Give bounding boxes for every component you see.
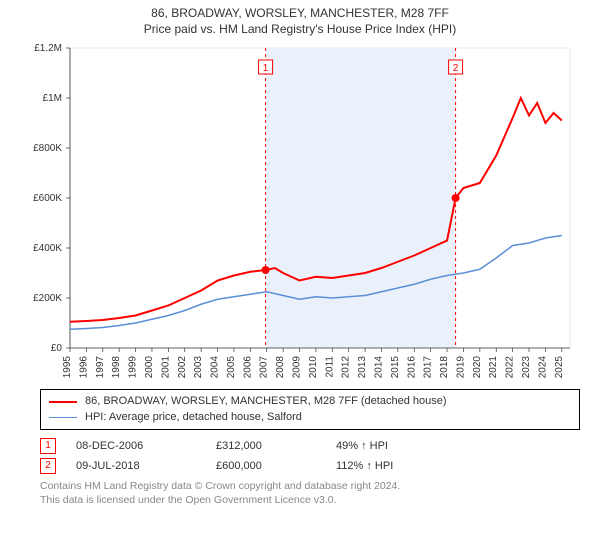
sale-hpi: 49% ↑ HPI <box>336 440 436 452</box>
sale-hpi: 112% ↑ HPI <box>336 460 436 472</box>
sale-badge: 1 <box>40 438 56 454</box>
svg-text:2023: 2023 <box>521 356 532 379</box>
svg-text:£0: £0 <box>51 343 63 354</box>
svg-text:£800K: £800K <box>33 143 62 154</box>
svg-text:2013: 2013 <box>357 356 368 379</box>
svg-text:2007: 2007 <box>259 356 270 379</box>
svg-text:2011: 2011 <box>324 356 335 378</box>
chart-svg: £0 £200K £400K £600K £800K £1M £1.2M 1995 1996 19… <box>20 43 580 383</box>
svg-text:2008: 2008 <box>275 356 286 379</box>
legend-label: HPI: Average price, detached house, Salf… <box>85 410 302 425</box>
svg-text:2001: 2001 <box>160 356 171 379</box>
svg-text:1998: 1998 <box>111 356 122 379</box>
svg-text:£1M: £1M <box>43 93 62 104</box>
svg-text:2019: 2019 <box>455 356 466 379</box>
svg-text:1999: 1999 <box>128 356 139 379</box>
sale-price: £312,000 <box>216 440 316 452</box>
svg-text:2003: 2003 <box>193 356 204 379</box>
sale-row: 2 09-JUL-2018 £600,000 112% ↑ HPI <box>40 458 580 474</box>
svg-text:2005: 2005 <box>226 356 237 379</box>
svg-text:2024: 2024 <box>537 356 548 379</box>
legend-label: 86, BROADWAY, WORSLEY, MANCHESTER, M28 7… <box>85 394 447 409</box>
title-line-2: Price paid vs. HM Land Registry's House … <box>0 22 600 38</box>
svg-text:1995: 1995 <box>62 356 73 379</box>
sale-date: 09-JUL-2018 <box>76 460 196 472</box>
legend: 86, BROADWAY, WORSLEY, MANCHESTER, M28 7… <box>40 389 580 430</box>
sale-price: £600,000 <box>216 460 316 472</box>
svg-text:2022: 2022 <box>505 356 516 379</box>
sale-date: 08-DEC-2006 <box>76 440 196 452</box>
svg-text:2017: 2017 <box>423 356 434 379</box>
svg-text:2018: 2018 <box>439 356 450 379</box>
sale-badge: 2 <box>40 458 56 474</box>
svg-text:£200K: £200K <box>33 293 62 304</box>
svg-text:2020: 2020 <box>472 356 483 379</box>
legend-swatch <box>49 417 77 418</box>
credit-line-2: This data is licensed under the Open Gov… <box>40 494 580 508</box>
svg-text:2004: 2004 <box>210 356 221 379</box>
svg-text:2000: 2000 <box>144 356 155 379</box>
svg-text:1996: 1996 <box>78 356 89 379</box>
svg-text:2021: 2021 <box>488 356 499 379</box>
svg-text:1: 1 <box>263 63 269 74</box>
title-block: 86, BROADWAY, WORSLEY, MANCHESTER, M28 7… <box>0 0 600 37</box>
svg-text:2002: 2002 <box>177 356 188 379</box>
svg-text:£1.2M: £1.2M <box>34 43 62 54</box>
svg-text:2010: 2010 <box>308 356 319 379</box>
svg-text:2025: 2025 <box>554 356 565 379</box>
svg-text:2014: 2014 <box>373 356 384 379</box>
svg-text:1997: 1997 <box>95 356 106 379</box>
legend-row: HPI: Average price, detached house, Salf… <box>49 410 571 425</box>
svg-text:2: 2 <box>453 63 459 74</box>
sale-row: 1 08-DEC-2006 £312,000 49% ↑ HPI <box>40 438 580 454</box>
credit-line-1: Contains HM Land Registry data © Crown c… <box>40 480 580 494</box>
svg-text:£400K: £400K <box>33 243 62 254</box>
sale-rows: 1 08-DEC-2006 £312,000 49% ↑ HPI 2 09-JUL-201… <box>40 438 580 474</box>
svg-text:£600K: £600K <box>33 193 62 204</box>
svg-text:2015: 2015 <box>390 356 401 379</box>
credits: Contains HM Land Registry data © Crown c… <box>40 480 580 507</box>
svg-text:2012: 2012 <box>341 356 352 379</box>
svg-text:2016: 2016 <box>406 356 417 379</box>
svg-text:2006: 2006 <box>242 356 253 379</box>
chart: £0 £200K £400K £600K £800K £1M £1.2M 1995 1996 19… <box>20 43 580 383</box>
title-line-1: 86, BROADWAY, WORSLEY, MANCHESTER, M28 7… <box>0 6 600 22</box>
legend-swatch <box>49 401 77 403</box>
svg-text:2009: 2009 <box>292 356 303 379</box>
legend-row: 86, BROADWAY, WORSLEY, MANCHESTER, M28 7… <box>49 394 571 409</box>
